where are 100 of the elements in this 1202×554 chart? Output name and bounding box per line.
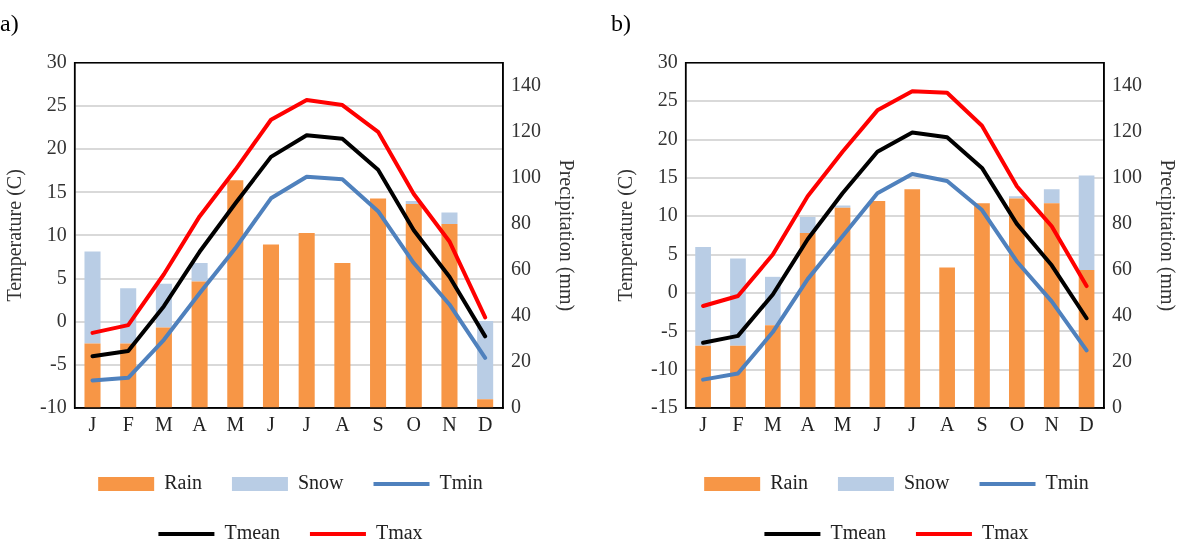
y2-tick-label: 100	[511, 165, 541, 188]
bar	[834, 205, 851, 208]
y-tick-label: 20	[46, 136, 67, 159]
x-tick-label: A	[939, 413, 955, 436]
bar	[227, 180, 244, 408]
x-tick-label: M	[155, 413, 173, 436]
bar	[1043, 189, 1060, 204]
y2-tick-label: 60	[511, 257, 531, 280]
bar	[155, 327, 172, 408]
x-tick-label: M	[226, 413, 245, 436]
bar	[939, 267, 955, 408]
legend-label: Snow	[297, 471, 345, 494]
y-tick-label: 0	[56, 308, 67, 331]
y-tick-label: 30	[657, 50, 678, 73]
x-tick-label: A	[335, 413, 351, 436]
bar	[262, 244, 280, 408]
legend-label: Tmax	[375, 521, 423, 544]
bar	[695, 345, 711, 408]
y2-tick-label: 100	[1112, 165, 1142, 188]
legend-label: Rain	[770, 471, 808, 494]
y2-tick-label: 40	[511, 303, 531, 326]
y2-tick-label: 120	[511, 119, 541, 142]
bar	[84, 343, 101, 408]
bar	[974, 203, 990, 408]
bar	[695, 246, 711, 346]
bar	[1078, 175, 1095, 270]
y2-tick-label: 80	[511, 211, 531, 234]
y-tick-label: -5	[660, 318, 678, 341]
x-tick-label: O	[1009, 413, 1025, 436]
bar	[334, 263, 351, 408]
x-tick-label: F	[122, 413, 134, 436]
y-tick-label: -15	[650, 395, 678, 418]
legend-label: Tmax	[981, 521, 1029, 544]
y-tick-label: 5	[667, 241, 678, 264]
bar	[799, 233, 816, 408]
x-tick-label: J	[267, 413, 276, 436]
y-tick-label: -5	[49, 352, 67, 375]
x-tick-label: N	[1044, 413, 1059, 436]
y-axis-title: Temperature (C)	[3, 169, 27, 302]
x-tick-label: J	[908, 413, 917, 436]
y2-tick-label: 140	[1112, 73, 1142, 96]
legend-label: Tmin	[439, 471, 483, 494]
bar	[730, 345, 746, 408]
bar	[191, 281, 208, 408]
bar	[1009, 198, 1025, 408]
legend-label: Snow	[903, 471, 951, 494]
x-tick-label: D	[1079, 413, 1094, 436]
bar	[764, 325, 781, 408]
y2-tick-label: 120	[1112, 119, 1142, 142]
y2-tick-label: 20	[511, 349, 531, 372]
y2-tick-label: 0	[1112, 395, 1122, 418]
bar	[441, 212, 458, 224]
x-tick-label: N	[442, 413, 457, 436]
legend-label: Tmin	[1045, 471, 1089, 494]
y-tick-label: 30	[46, 50, 67, 73]
bar	[84, 251, 101, 344]
y2-tick-label: 80	[1112, 211, 1132, 234]
chart-title: b)	[611, 9, 631, 36]
y2-tick-label: 40	[1112, 303, 1132, 326]
x-tick-label: J	[88, 413, 97, 436]
y-tick-label: 20	[657, 126, 678, 149]
bar	[799, 216, 816, 234]
bar	[298, 233, 315, 408]
x-tick-label: S	[372, 413, 384, 436]
x-tick-label: D	[477, 413, 493, 436]
y2-tick-label: 0	[511, 395, 521, 418]
legend-label: Tmean	[224, 521, 280, 544]
x-tick-label: M	[833, 413, 852, 436]
legend-label: Rain	[164, 471, 202, 494]
x-tick-label: A	[800, 413, 816, 436]
bar	[370, 198, 387, 408]
bar	[834, 207, 851, 408]
x-tick-label: J	[699, 413, 708, 436]
bar	[477, 399, 494, 408]
bar	[405, 204, 422, 408]
y-tick-label: 5	[56, 265, 67, 288]
y2-tick-label: 20	[1112, 349, 1132, 372]
y-axis-title: Temperature (C)	[614, 169, 638, 302]
bar	[191, 263, 208, 282]
y-tick-label: 15	[46, 179, 67, 202]
y2-tick-label: 140	[511, 73, 541, 96]
x-tick-label: M	[763, 413, 782, 436]
chart-title: a)	[0, 9, 19, 36]
x-tick-label: O	[406, 413, 421, 436]
y-tick-label: 0	[667, 280, 678, 303]
bar	[869, 200, 886, 408]
y2-tick-label: 60	[1112, 257, 1132, 280]
y2-axis-title: Precipitation (mm)	[554, 159, 578, 312]
legend-label: Tmean	[830, 521, 886, 544]
x-tick-label: F	[732, 413, 744, 436]
y2-axis-title: Precipitation (mm)	[1155, 159, 1179, 312]
y-tick-label: 10	[657, 203, 678, 226]
y-tick-label: -10	[650, 356, 678, 379]
x-tick-label: A	[192, 413, 208, 436]
x-tick-label: J	[302, 413, 311, 436]
y-tick-label: 10	[46, 222, 67, 245]
bar	[904, 189, 921, 408]
y-tick-label: 25	[657, 88, 678, 111]
y-tick-label: 25	[46, 93, 67, 116]
x-tick-label: S	[976, 413, 988, 436]
